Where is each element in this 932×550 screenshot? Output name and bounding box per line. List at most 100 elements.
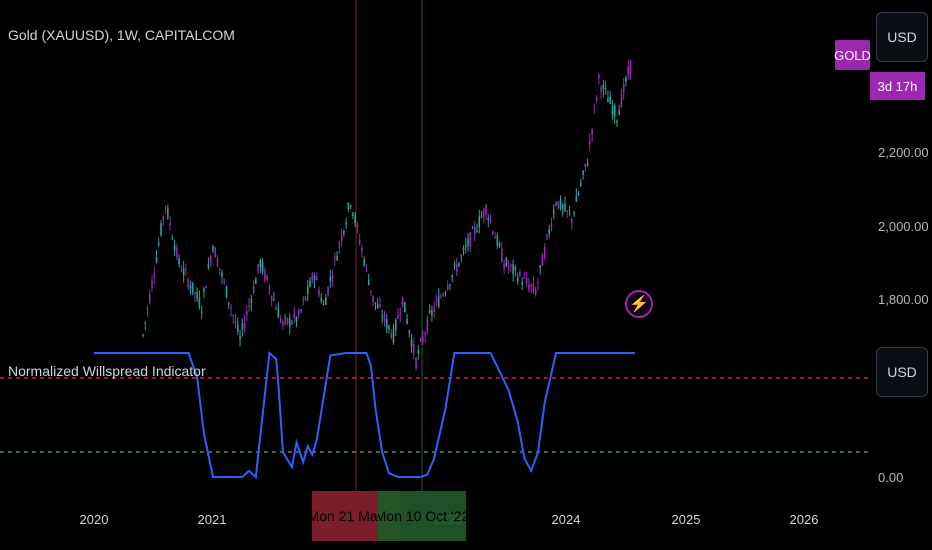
- candle-body: [440, 296, 442, 298]
- candle-body: [582, 170, 584, 175]
- candle-body: [315, 277, 318, 280]
- currency-button-indicator[interactable]: USD: [876, 347, 928, 397]
- candle-body: [246, 311, 248, 316]
- candle-body: [532, 283, 535, 292]
- candle-body: [530, 284, 532, 288]
- candle-body: [225, 286, 228, 298]
- candle-body: [198, 297, 201, 308]
- candle-body: [329, 277, 332, 281]
- candle-body: [257, 264, 259, 271]
- candle-body: [523, 277, 526, 279]
- year-label: 2025: [671, 512, 701, 527]
- candle-body: [625, 77, 627, 82]
- candle-body: [376, 304, 379, 309]
- candle-body: [325, 297, 327, 305]
- candle-body: [279, 317, 282, 322]
- candle-body: [234, 320, 237, 324]
- candle-body: [534, 289, 537, 296]
- candle-body: [288, 318, 291, 327]
- candle-body: [591, 129, 593, 135]
- candle-body: [169, 222, 171, 226]
- candle-body: [264, 270, 266, 280]
- candle-body: [347, 202, 350, 209]
- price-label: 2,000.00: [878, 219, 929, 234]
- candle-body: [422, 336, 424, 343]
- currency-button-price[interactable]: USD: [876, 12, 928, 62]
- candle-body: [277, 308, 280, 318]
- candle-body: [609, 96, 611, 104]
- candle-body: [318, 290, 320, 295]
- candle-body: [236, 324, 239, 332]
- candle-body: [297, 310, 300, 316]
- candle-body: [383, 313, 386, 321]
- candle-body: [345, 221, 347, 225]
- candle-body: [503, 263, 505, 269]
- candle-body: [485, 205, 487, 216]
- year-label: 2024: [551, 512, 581, 527]
- year-label: 2026: [789, 512, 819, 527]
- candle-body: [216, 258, 219, 267]
- candle-body: [424, 333, 426, 336]
- candle-body: [575, 196, 578, 202]
- candle-body: [453, 264, 456, 266]
- candle-body: [309, 280, 311, 287]
- candle-body: [516, 277, 519, 282]
- candle-body: [230, 308, 232, 310]
- candle-body: [361, 248, 363, 251]
- candle-body: [374, 302, 377, 304]
- candle-body: [306, 286, 309, 295]
- candle-body: [401, 296, 404, 307]
- candle-body: [593, 106, 596, 108]
- candle-body: [410, 339, 413, 348]
- candle-body: [589, 140, 591, 145]
- candle-body: [191, 282, 194, 293]
- candle-body: [494, 236, 496, 239]
- candle-body: [322, 303, 325, 306]
- candle-body: [559, 198, 562, 209]
- candle-body: [275, 307, 277, 310]
- candle-body: [415, 358, 417, 369]
- candle-body: [363, 259, 365, 266]
- candle-body: [449, 284, 451, 286]
- candle-body: [268, 287, 271, 291]
- indicator-title[interactable]: Normalized Willspread Indicator: [8, 363, 206, 379]
- candle-body: [259, 260, 262, 268]
- candle-body: [390, 333, 393, 338]
- candle-body: [428, 310, 431, 313]
- candle-body: [336, 256, 338, 261]
- candle-body: [460, 255, 463, 257]
- candle-body: [388, 325, 390, 330]
- candle-body: [521, 282, 523, 285]
- candle-body: [313, 275, 316, 281]
- candle-body: [158, 242, 160, 245]
- candle-body: [162, 216, 165, 220]
- candle-body: [543, 246, 546, 259]
- candle-body: [546, 234, 548, 238]
- candle-body: [250, 298, 253, 304]
- candle-body: [600, 86, 602, 92]
- candle-body: [203, 288, 205, 292]
- candle-body: [426, 317, 429, 332]
- candle-body: [252, 285, 255, 294]
- candle-body: [419, 339, 422, 341]
- symbol-title[interactable]: Gold (XAUUSD), 1W, CAPITALCOM: [8, 27, 235, 43]
- candle-body: [372, 295, 375, 302]
- candle-body: [295, 317, 298, 322]
- candle-body: [607, 98, 609, 103]
- price-label: 1,800.00: [878, 292, 929, 307]
- candle-body: [586, 163, 589, 166]
- candle-body: [223, 280, 226, 282]
- candle-body: [207, 264, 210, 269]
- candle-body: [385, 319, 388, 329]
- candle-body: [160, 223, 162, 236]
- candle-body: [550, 223, 553, 228]
- candle-body: [580, 183, 582, 186]
- candle-body: [352, 212, 354, 216]
- candle-body: [548, 229, 551, 234]
- candlestick-series: [142, 59, 632, 371]
- lightning-bolt-icon[interactable]: ⚡: [625, 290, 653, 318]
- candle-body: [496, 235, 499, 246]
- candle-body: [566, 210, 569, 212]
- candle-body: [284, 316, 286, 318]
